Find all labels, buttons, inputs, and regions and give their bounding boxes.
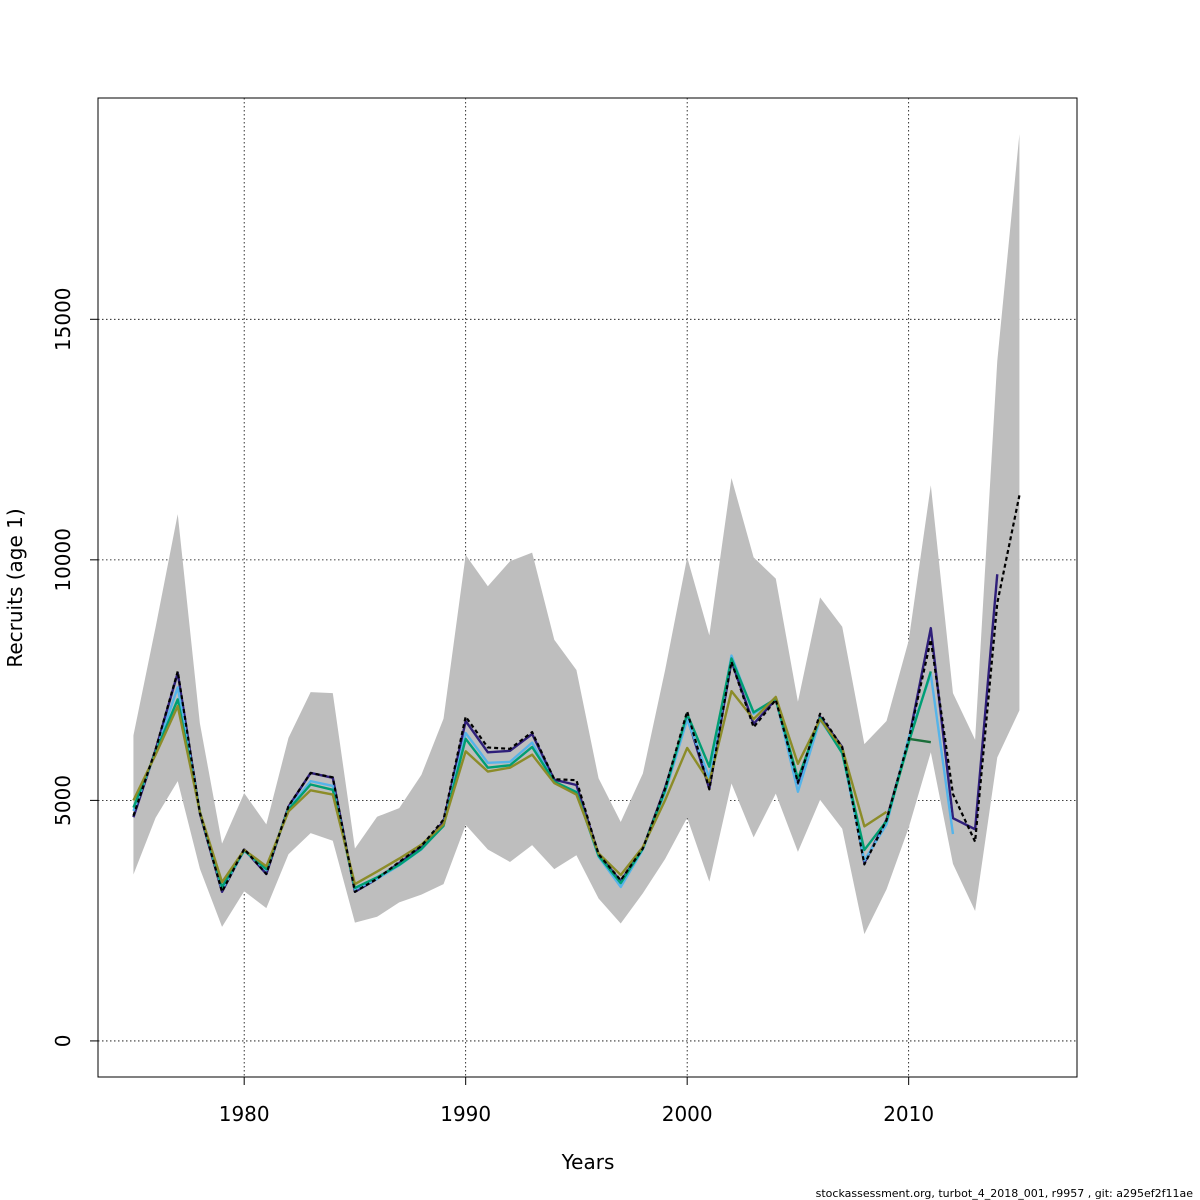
x-tick-label: 1980 xyxy=(219,1102,270,1126)
footer-credit: stockassessment.org, turbot_4_2018_001, … xyxy=(816,1187,1194,1200)
series-line-4 xyxy=(132,689,888,886)
x-tick-label: 1990 xyxy=(440,1102,491,1126)
series-line-3 xyxy=(132,657,932,890)
estimate-dashed-line xyxy=(132,495,1021,893)
confidence-band xyxy=(133,134,1020,935)
y-tick-label: 5000 xyxy=(51,775,75,826)
y-axis-label: Recruits (age 1) xyxy=(3,508,27,667)
estimate-line xyxy=(132,495,1021,893)
y-tick-label: 10000 xyxy=(51,528,75,592)
x-axis-label: Years xyxy=(561,1150,615,1174)
y-tick-label: 15000 xyxy=(51,287,75,351)
confidence-band-area xyxy=(133,134,1020,935)
x-tick-label: 2000 xyxy=(662,1102,713,1126)
x-tick-label: 2010 xyxy=(883,1102,934,1126)
series-line-5 xyxy=(908,737,931,744)
x-axis: 1980 1990 2000 2010 xyxy=(219,1077,934,1126)
plot-frame xyxy=(97,97,1078,1078)
y-axis: 0 5000 10000 15000 xyxy=(51,287,98,1047)
y-tick-label: 0 xyxy=(51,1035,75,1048)
